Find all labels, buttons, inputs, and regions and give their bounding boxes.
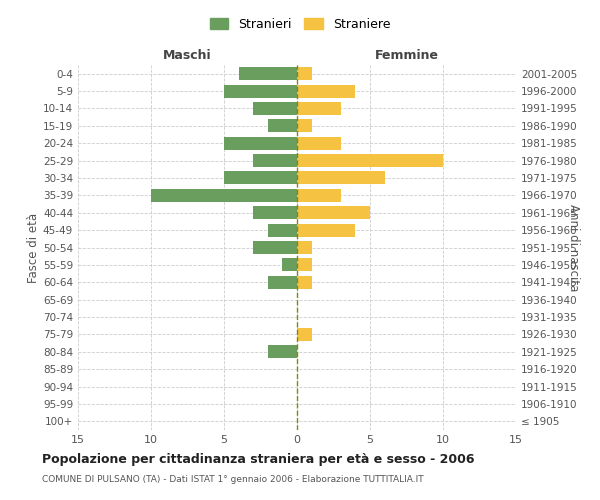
- Bar: [297, 328, 311, 341]
- Bar: [268, 276, 297, 289]
- Bar: [151, 189, 297, 202]
- Bar: [268, 346, 297, 358]
- Bar: [297, 120, 311, 132]
- Bar: [297, 67, 311, 80]
- Bar: [297, 84, 355, 98]
- Bar: [268, 120, 297, 132]
- Bar: [297, 258, 311, 272]
- Bar: [297, 136, 341, 149]
- Bar: [297, 172, 385, 184]
- Bar: [297, 276, 311, 289]
- Bar: [268, 224, 297, 236]
- Legend: Stranieri, Straniere: Stranieri, Straniere: [206, 14, 394, 34]
- Bar: [224, 136, 297, 149]
- Bar: [253, 102, 297, 115]
- Bar: [297, 224, 355, 236]
- Bar: [283, 258, 297, 272]
- Text: Femmine: Femmine: [374, 48, 439, 62]
- Bar: [253, 241, 297, 254]
- Bar: [297, 241, 311, 254]
- Bar: [297, 154, 443, 167]
- Bar: [239, 67, 297, 80]
- Text: Popolazione per cittadinanza straniera per età e sesso - 2006: Popolazione per cittadinanza straniera p…: [42, 452, 475, 466]
- Bar: [224, 172, 297, 184]
- Y-axis label: Fasce di età: Fasce di età: [27, 212, 40, 282]
- Y-axis label: Anni di nascita: Anni di nascita: [568, 204, 580, 291]
- Bar: [297, 189, 341, 202]
- Text: COMUNE DI PULSANO (TA) - Dati ISTAT 1° gennaio 2006 - Elaborazione TUTTITALIA.IT: COMUNE DI PULSANO (TA) - Dati ISTAT 1° g…: [42, 475, 424, 484]
- Bar: [297, 102, 341, 115]
- Bar: [253, 154, 297, 167]
- Text: Maschi: Maschi: [163, 48, 212, 62]
- Bar: [253, 206, 297, 220]
- Bar: [224, 84, 297, 98]
- Bar: [297, 206, 370, 220]
